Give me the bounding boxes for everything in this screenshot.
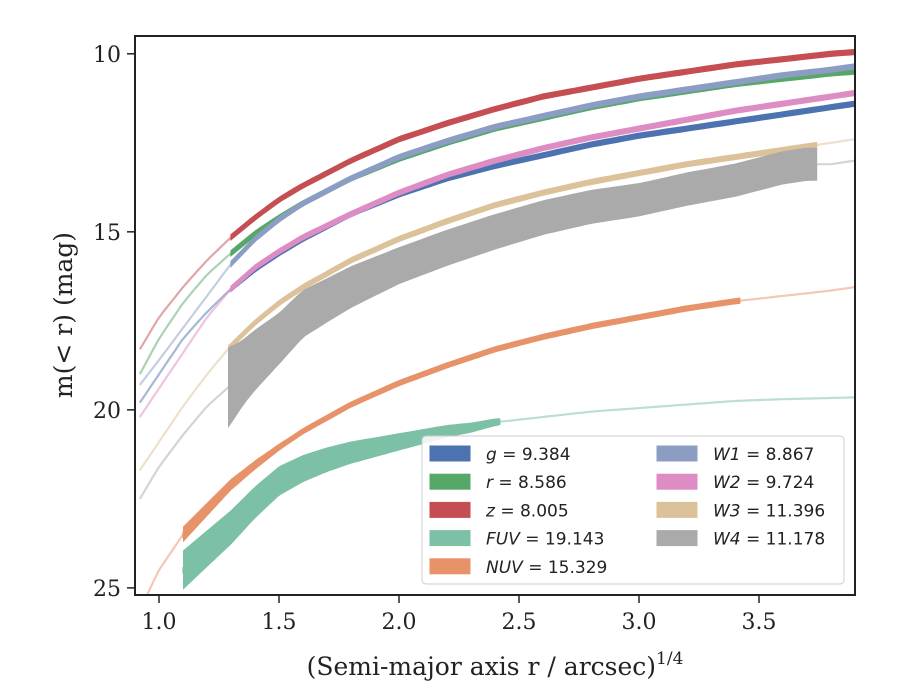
- legend-label-z: z = 8.005: [485, 501, 569, 521]
- legend-label-r: r = 8.586: [486, 473, 567, 493]
- series-band-W1: [230, 63, 855, 268]
- legend: g = 9.384 r = 8.586 z = 8.005 FUV = 19.143 N…: [421, 435, 845, 585]
- y-axis-label: m(< r) (mag): [49, 232, 78, 398]
- legend-swatch-W1: [656, 445, 698, 462]
- x-tick-label: 3.5: [742, 610, 777, 635]
- x-tick-label: 1.0: [142, 610, 177, 635]
- legend-label-FUV: FUV = 19.143: [486, 530, 604, 550]
- legend-swatch-r: [429, 473, 471, 490]
- series-band-W3: [228, 141, 818, 353]
- legend-swatch-z: [429, 501, 471, 518]
- series-band-NUV-wide: [183, 428, 303, 543]
- series-band-g: [230, 100, 855, 293]
- legend-label-W4: W4 = 11.178: [713, 530, 825, 550]
- legend-swatch-NUV: [429, 558, 471, 575]
- axes-frame: [134, 35, 856, 596]
- y-tick-label: 15: [93, 221, 121, 246]
- y-tick-label: 10: [93, 43, 121, 68]
- series-band-NUV: [182, 297, 741, 539]
- series-band-FUV-wide: [183, 418, 500, 590]
- x-tick-label: 3.0: [622, 610, 657, 635]
- legend-label-g: g = 9.384: [486, 445, 571, 465]
- legend-swatch-W4: [656, 530, 698, 547]
- legend-label-NUV: NUV = 15.329: [486, 558, 607, 578]
- y-tick-label: 20: [93, 399, 121, 424]
- legend-box: [421, 435, 845, 585]
- y-tick-label: 25: [93, 577, 121, 602]
- plot-area: [138, 48, 855, 595]
- legend-label-W2: W2 = 9.724: [713, 473, 814, 493]
- x-tick-label: 2.0: [382, 610, 417, 635]
- legend-swatch-W2: [656, 473, 698, 490]
- legend-swatch-W3: [656, 501, 698, 518]
- series-band-W2: [230, 89, 855, 293]
- series-band-z: [230, 48, 855, 241]
- legend-label-W3: W3 = 11.396: [713, 501, 825, 521]
- legend-label-W1: W1 = 8.867: [713, 445, 814, 465]
- legend-swatch-g: [429, 445, 471, 462]
- x-tick-label: 2.5: [502, 610, 537, 635]
- series-line-z: [138, 50, 855, 350]
- x-axis-label: (Semi-major axis r / arcsec)1/4: [307, 649, 684, 681]
- series-band-W4: [228, 147, 818, 429]
- x-tick-label: 1.5: [262, 610, 297, 635]
- axis-ticks: 1.0 1.5 2.0 2.5 3.0 3.5 10 15 20 25: [93, 43, 777, 635]
- legend-swatch-FUV: [429, 530, 471, 547]
